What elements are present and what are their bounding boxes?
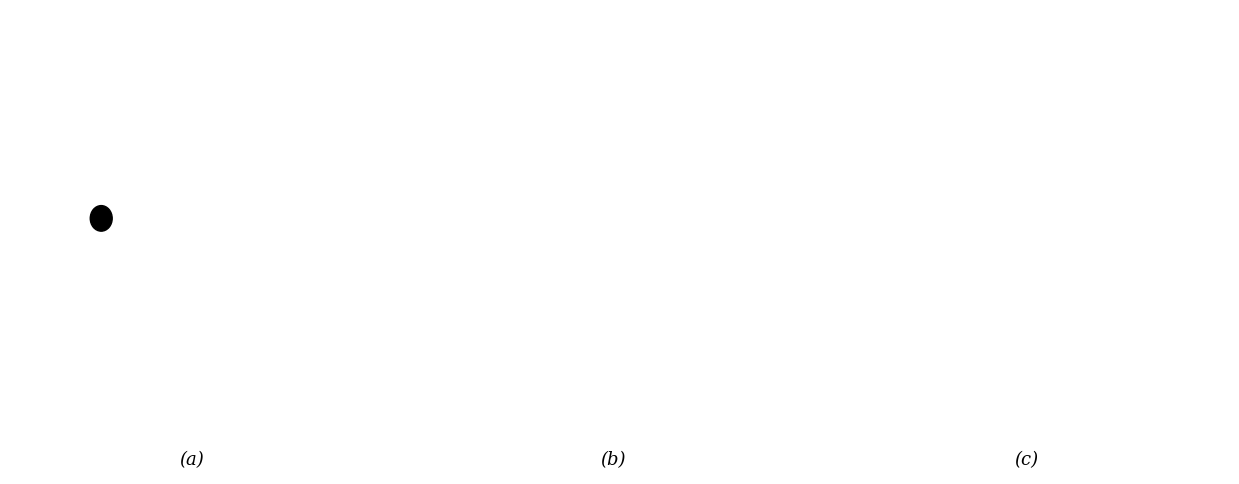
Ellipse shape xyxy=(76,191,90,203)
Ellipse shape xyxy=(67,197,107,248)
Text: (b): (b) xyxy=(601,451,626,469)
Ellipse shape xyxy=(932,217,942,228)
Text: (a): (a) xyxy=(180,451,204,469)
Ellipse shape xyxy=(81,242,99,255)
Ellipse shape xyxy=(90,206,113,231)
Ellipse shape xyxy=(519,217,529,228)
Text: (c): (c) xyxy=(1014,451,1038,469)
